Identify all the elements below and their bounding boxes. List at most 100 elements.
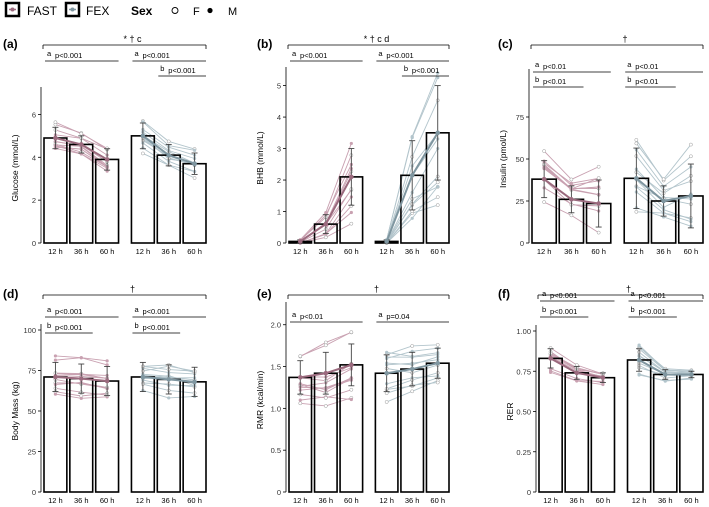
mean-point-b <box>435 130 441 136</box>
participant-point-male <box>663 379 667 383</box>
x-tick-label-a: 60 h <box>100 247 115 256</box>
participant-point-male <box>53 392 58 396</box>
individual-lines-e-fex <box>384 342 440 404</box>
y-tick-label-f: 1.00 <box>516 327 531 336</box>
legend-fast-swatch <box>4 1 21 18</box>
y-tick-label-b: 1 <box>277 208 281 217</box>
sig-letter-c: b <box>535 75 539 84</box>
sig-letter-b: b <box>404 64 408 73</box>
y-tick-label-a: 2 <box>32 196 36 205</box>
participant-point-male <box>53 358 58 362</box>
sig-pvalue-c: p<0.01 <box>543 77 566 86</box>
legend-fex-swatch <box>64 1 81 18</box>
top-annotation-c: † <box>622 34 627 44</box>
participant-point-male <box>637 372 641 376</box>
panel-label-f: (f) <box>498 287 510 301</box>
participant-point-female <box>435 380 440 385</box>
mean-point-b <box>384 239 389 244</box>
participant-point-female <box>53 120 58 125</box>
participant-point-female <box>166 139 171 144</box>
panel-label-d: (d) <box>3 287 18 301</box>
participant-point-female <box>323 396 328 400</box>
x-tick-label-d: 60 h <box>187 496 202 505</box>
participant-point-female <box>79 131 84 136</box>
x-tick-label-a: 12 h <box>48 247 63 256</box>
participant-point-male <box>324 210 328 215</box>
y-tick-label-b: 0 <box>277 239 281 248</box>
x-tick-label-a: 36 h <box>74 247 89 256</box>
sig-pvalue-f: p<0.001 <box>639 291 666 300</box>
participant-point-male <box>105 359 109 363</box>
mean-point-f <box>600 375 606 380</box>
panel-label-b: (b) <box>257 37 272 51</box>
bar-f-fex-1 <box>652 373 678 493</box>
bar-f-fast-2 <box>590 376 616 493</box>
sig-pvalue-d: p<0.001 <box>142 307 169 316</box>
mean-point-b <box>323 221 329 227</box>
participant-point-female <box>542 200 546 204</box>
mean-point-a <box>166 152 172 158</box>
y-tick-label-d: 50 <box>28 407 36 416</box>
y-tick-label-e: 1.0 <box>271 404 281 413</box>
y-tick-label-a: 0 <box>32 239 36 248</box>
participant-point-male <box>349 210 353 215</box>
sig-letter-d: a <box>134 305 139 314</box>
participant-point-female <box>298 354 303 358</box>
participant-point-male <box>436 71 440 75</box>
sig-pvalue-f: p<0.001 <box>639 307 666 316</box>
x-tick-label-e: 36 h <box>319 496 334 505</box>
bar-f-fex-2 <box>679 373 704 493</box>
x-tick-label-a: 36 h <box>161 247 176 256</box>
participant-point-male <box>79 396 83 400</box>
bar-d-fex-1 <box>156 378 181 493</box>
sig-letter-a: a <box>134 49 139 58</box>
top-annotation-a: * † c <box>123 34 142 44</box>
sig-letter-a: b <box>160 64 164 73</box>
participant-point-female <box>634 141 639 146</box>
x-tick-label-c: 60 h <box>591 247 606 256</box>
top-annotation-b: * † c d <box>364 34 390 44</box>
participant-point-male <box>349 397 353 402</box>
sig-letter-d: a <box>47 305 52 314</box>
mean-point-c <box>634 176 639 181</box>
sig-letter-f: a <box>631 289 636 298</box>
x-tick-label-b: 60 h <box>344 247 359 256</box>
sig-letter-a: a <box>47 49 52 58</box>
sig-letter-f: a <box>542 289 547 298</box>
participant-point-male <box>53 354 58 358</box>
sig-pvalue-c: p<0.01 <box>635 62 658 71</box>
participant-point-male <box>410 136 414 140</box>
x-tick-label-e: 12 h <box>379 496 394 505</box>
sig-pvalue-d: p<0.001 <box>55 323 82 332</box>
x-tick-label-e: 60 h <box>344 496 359 505</box>
sig-letter-c: a <box>627 60 632 69</box>
mean-point-e <box>384 370 389 376</box>
bar-d-fex-0 <box>130 376 156 493</box>
bar-a-fex-2 <box>182 162 207 244</box>
top-annotation-e: † <box>374 284 379 294</box>
mean-point-f <box>662 372 668 377</box>
legend-fex-swatch-dot <box>70 7 75 12</box>
sig-pvalue-d: p<0.001 <box>55 307 82 316</box>
y-tick-label-f: 0.50 <box>516 408 531 417</box>
participant-point-male <box>79 356 83 360</box>
sig-letter-c: b <box>627 75 631 84</box>
legend-fex-label: FEX <box>86 4 109 18</box>
mean-point-f <box>636 357 642 363</box>
bar-f-fex-0 <box>626 359 652 493</box>
participant-point-female <box>634 209 639 214</box>
y-tick-label-d: 25 <box>28 448 36 457</box>
sig-pvalue-e: p=0.04 <box>386 312 409 321</box>
chart-panels: (a) Glucose (mmol/L) 0 2 4 6 12 h 36 h 60 h 12 h 3… <box>3 34 704 505</box>
sig-letter-d: b <box>134 321 138 330</box>
x-tick-label-d: 12 h <box>48 496 63 505</box>
legend-female-marker <box>171 7 179 14</box>
bar-d-fex-2 <box>182 381 207 493</box>
mean-point-c <box>688 193 694 199</box>
x-tick-label-f: 60 h <box>596 496 611 505</box>
mean-point-c <box>661 198 666 204</box>
y-tick-label-f: 0.75 <box>516 367 531 376</box>
x-tick-label-f: 12 h <box>543 496 558 505</box>
y-tick-label-d: 75 <box>28 367 36 376</box>
mean-point-c <box>541 176 547 182</box>
